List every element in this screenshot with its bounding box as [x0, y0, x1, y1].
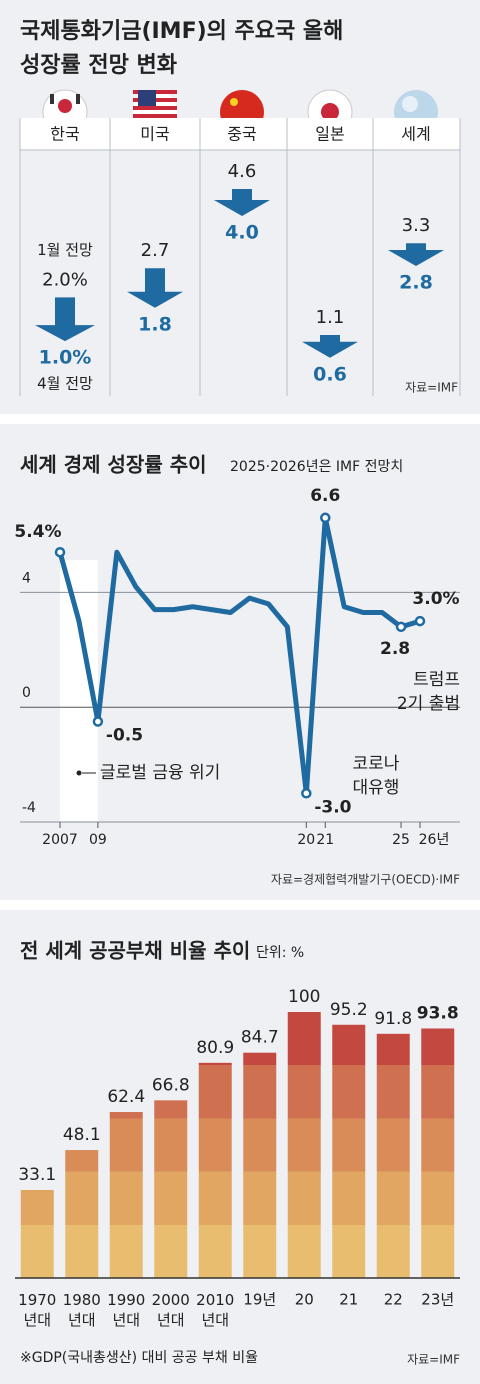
bar — [109, 1112, 143, 1278]
jan-value: 3.3 — [402, 215, 431, 236]
source: 자료=IMF — [407, 1353, 460, 1367]
x-tick-label: 20 — [297, 832, 315, 848]
legend-apr: 4월 전망 — [37, 375, 93, 393]
point — [395, 621, 407, 633]
footnote: ※GDP(국내총생산) 대비 공공 부채 비율 — [20, 1350, 258, 1366]
x-tick-label: 25 — [392, 832, 410, 848]
bar — [287, 1012, 321, 1278]
y-tick-label: -4 — [22, 800, 36, 816]
annotation: 글로벌 금융 위기 — [100, 763, 220, 783]
source: 자료=경제협력개발기구(OECD)·IMF — [271, 873, 460, 887]
point — [92, 716, 104, 727]
annotation-dot — [76, 770, 82, 776]
x-tick-label: 2010 년대 — [196, 1291, 234, 1329]
bar — [65, 1150, 99, 1278]
bar — [332, 1024, 366, 1278]
forecast-arrow — [388, 243, 444, 267]
x-tick-label: 19년 — [243, 1291, 276, 1309]
jan-value: 2.0% — [42, 269, 88, 290]
growth-line — [57, 515, 421, 796]
value-label: 62.4 — [107, 1087, 145, 1107]
bar — [20, 1189, 54, 1278]
jan-value: 4.6 — [228, 161, 257, 182]
table-header — [20, 118, 460, 150]
legend-jan: 1월 전망 — [37, 241, 93, 259]
forecast-arrow — [35, 297, 95, 342]
x-tick-label: 1980 년대 — [63, 1291, 101, 1329]
x-tick-label: 26년 — [419, 832, 450, 848]
x-tick-label: 21 — [316, 832, 334, 848]
y-tick-label: 4 — [22, 570, 31, 586]
forecast-arrow — [214, 189, 270, 217]
x-tick-label: 23년 — [421, 1291, 454, 1309]
point-label: -0.5 — [106, 726, 143, 746]
chart-title: 세계 경제 성장률 추이 — [20, 453, 207, 477]
bar — [376, 1033, 410, 1278]
point-label: 2.8 — [380, 639, 410, 659]
apr-value: 2.8 — [399, 272, 433, 294]
chart-title: 국제통화기금(IMF)의 주요국 올해 성장률 전망 변화 — [20, 19, 343, 78]
column-label: 중국 — [227, 125, 256, 144]
value-label: 91.8 — [374, 1009, 412, 1029]
value-label: 33.1 — [18, 1165, 56, 1185]
annotation: 트럼프 2기 출범 — [397, 670, 460, 714]
x-tick-label: 1970 년대 — [18, 1291, 56, 1329]
apr-value: 1.0% — [39, 347, 92, 369]
column-label: 세계 — [401, 125, 430, 144]
apr-value: 4.0 — [225, 222, 259, 244]
jan-value: 1.1 — [316, 307, 345, 328]
bar — [421, 1028, 455, 1278]
point-label: 6.6 — [310, 486, 340, 506]
chart-subtitle: 2025·2026년은 IMF 전망치 — [230, 459, 403, 475]
column-label: 일본 — [315, 125, 344, 144]
apr-value: 0.6 — [313, 363, 347, 385]
value-label: 100 — [288, 987, 320, 1007]
bar — [198, 1062, 232, 1278]
column-label: 미국 — [140, 125, 169, 144]
point-label: 3.0% — [412, 589, 459, 609]
chart-title: 전 세계 공공부채 비율 추이 — [20, 939, 250, 963]
point-label: -3.0 — [314, 797, 351, 817]
jan-value: 2.7 — [141, 240, 170, 261]
value-label: 84.7 — [241, 1028, 279, 1048]
chart-subtitle: 단위: % — [256, 945, 304, 961]
flags — [42, 89, 438, 118]
forecast-arrow — [127, 268, 183, 308]
point — [301, 788, 312, 799]
x-tick-label: 2000 년대 — [152, 1291, 190, 1329]
x-tick-label: 1990 년대 — [107, 1291, 145, 1329]
x-tick-label: 09 — [89, 832, 107, 848]
point — [320, 512, 331, 524]
point — [54, 546, 66, 558]
bar — [154, 1100, 188, 1278]
point-label: 5.4% — [14, 522, 61, 542]
table-lines — [19, 118, 461, 396]
y-tick-label: 0 — [22, 685, 31, 701]
annotation: 코로나 대유행 — [353, 754, 400, 798]
x-tick-label: 21 — [339, 1291, 358, 1309]
column-label: 한국 — [50, 125, 79, 144]
source: 자료=IMF — [405, 381, 458, 395]
value-label: 80.9 — [196, 1038, 234, 1058]
value-label: 93.8 — [417, 1003, 459, 1023]
value-label: 66.8 — [152, 1075, 190, 1095]
x-tick-label: 20 — [295, 1291, 314, 1309]
point — [414, 615, 426, 627]
value-label: 95.2 — [330, 1000, 368, 1020]
bar — [243, 1052, 277, 1278]
value-label: 48.1 — [63, 1125, 101, 1145]
apr-value: 1.8 — [138, 313, 172, 335]
forecast-arrow — [302, 334, 358, 358]
x-tick-label: 2007 — [42, 832, 78, 848]
x-tick-label: 22 — [384, 1291, 403, 1309]
